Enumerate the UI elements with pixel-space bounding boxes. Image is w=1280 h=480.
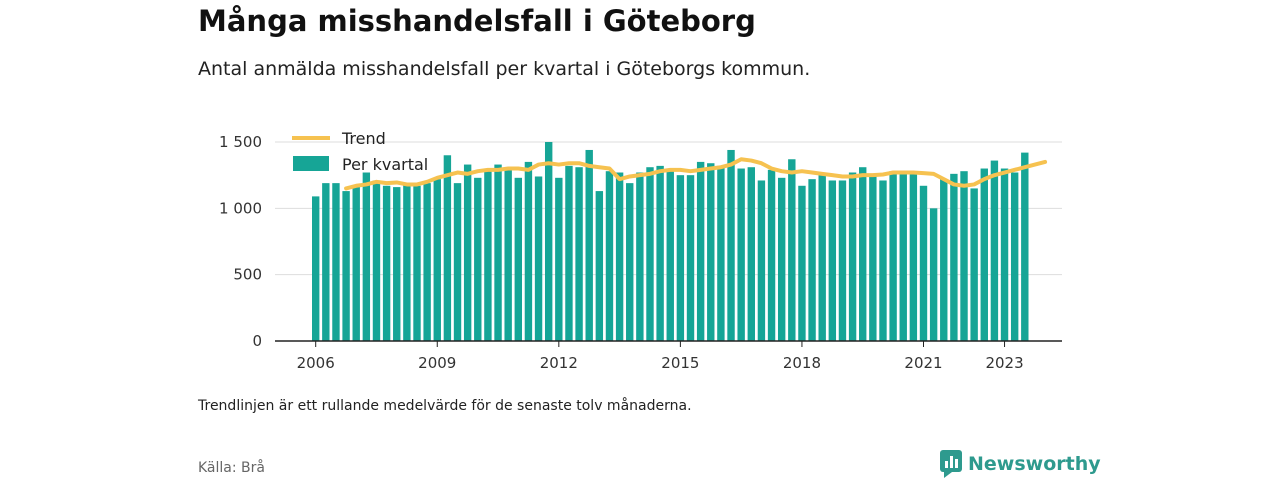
bar [393, 187, 401, 341]
bar [352, 185, 360, 341]
bar [534, 176, 543, 341]
bar [332, 183, 340, 341]
bar [575, 167, 583, 341]
bar [727, 149, 735, 341]
bar [595, 191, 604, 341]
bar [605, 171, 614, 341]
bar [484, 168, 492, 341]
x-tick-label: 2021 [904, 354, 942, 372]
bar [382, 185, 391, 341]
legend: Trend Per kvartal [292, 129, 428, 174]
bar [1000, 168, 1009, 341]
chart-note: Trendlinjen är ett rullande medelvärde f… [198, 398, 692, 414]
bar [859, 167, 867, 341]
bar [838, 180, 847, 341]
bar [423, 183, 431, 341]
bar [970, 188, 978, 341]
bar [808, 179, 816, 341]
bar [707, 163, 715, 341]
legend-trend-label: Trend [341, 129, 386, 148]
bar [342, 191, 350, 341]
bar [322, 183, 330, 341]
source-text: Källa: Brå [198, 460, 265, 476]
bar [686, 175, 695, 341]
x-axis-ticks: 2006 2009 2012 2015 2018 2021 2023 [297, 341, 1024, 372]
bar [1021, 152, 1029, 341]
chart-title: Många misshandelsfall i Göteborg [198, 4, 756, 38]
bar [362, 172, 371, 341]
y-axis-ticks: 0 500 1 000 1 500 [219, 133, 262, 350]
bar [615, 172, 624, 341]
bar [899, 171, 907, 341]
brand-name: Newsworthy [968, 453, 1101, 475]
bar [767, 169, 776, 341]
bar [696, 161, 705, 341]
bar [777, 177, 786, 341]
y-tick-label: 1 000 [219, 199, 262, 217]
bar [453, 183, 462, 341]
bar [950, 173, 958, 341]
bar [676, 175, 685, 341]
brand-logo: Newsworthy [940, 450, 1101, 478]
bar [909, 172, 918, 341]
bar [666, 168, 674, 341]
bar [504, 169, 512, 341]
bar [555, 177, 563, 341]
bar [524, 161, 533, 341]
bar [737, 168, 745, 341]
bar [798, 185, 806, 341]
bar [940, 179, 948, 341]
x-tick-label: 2012 [540, 354, 578, 372]
legend-bars-swatch [293, 156, 329, 171]
chart-subtitle: Antal anmälda misshandelsfall per kvarta… [198, 58, 811, 80]
x-tick-label: 2018 [783, 354, 821, 372]
bar [869, 175, 877, 341]
bar [828, 180, 837, 341]
bar [646, 167, 654, 341]
bar [879, 180, 887, 341]
bar [788, 159, 796, 341]
x-tick-label: 2015 [661, 354, 699, 372]
x-tick-label: 2006 [297, 354, 335, 372]
bar [889, 171, 897, 341]
newsworthy-logo-icon [940, 450, 962, 478]
bar [980, 168, 988, 341]
y-tick-label: 0 [252, 332, 262, 350]
bar-series [312, 142, 1029, 341]
bar [474, 177, 482, 341]
bar [433, 179, 441, 341]
bar [463, 164, 472, 341]
bar [757, 180, 766, 341]
bar [514, 177, 522, 341]
bar [372, 180, 381, 341]
bar [443, 155, 452, 341]
bar [747, 167, 755, 341]
bar [990, 160, 999, 341]
bar [413, 185, 421, 341]
bar [929, 208, 938, 341]
bar [636, 172, 644, 341]
bar [565, 165, 573, 341]
bar [403, 183, 411, 341]
bar [656, 165, 664, 341]
bar [960, 171, 968, 341]
bar [544, 142, 553, 341]
bar [585, 149, 593, 341]
x-tick-label: 2023 [985, 354, 1023, 372]
y-tick-label: 1 500 [219, 133, 262, 151]
bar [494, 164, 502, 341]
bar [717, 165, 725, 341]
legend-bars-label: Per kvartal [342, 155, 428, 174]
bar [312, 196, 320, 341]
bar [1010, 172, 1019, 341]
y-tick-label: 500 [233, 266, 262, 284]
bar [919, 185, 928, 341]
x-tick-label: 2009 [418, 354, 456, 372]
trend-line [344, 157, 1048, 191]
bar [626, 183, 634, 341]
bar [818, 172, 826, 341]
bar [848, 172, 857, 341]
